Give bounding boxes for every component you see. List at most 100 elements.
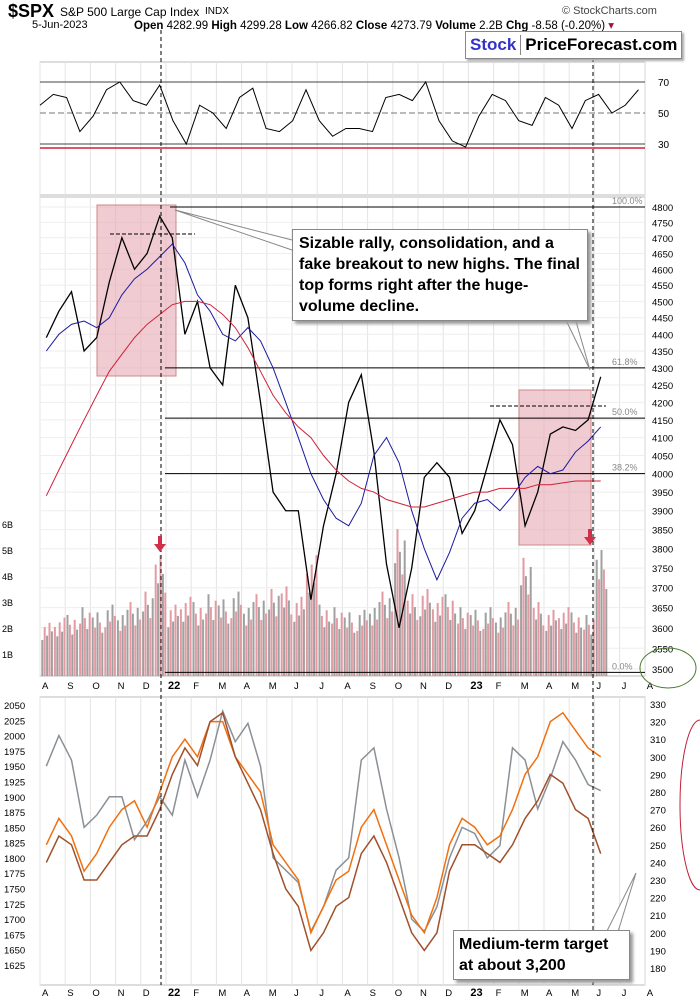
volume-bar [287, 600, 290, 676]
volume-bar [121, 615, 124, 676]
left-tick-label: 1700 [4, 915, 25, 926]
volume-bar [58, 622, 61, 676]
volume-bar [63, 617, 66, 676]
volume-bar [572, 622, 575, 676]
x-tick-label: J [622, 681, 627, 692]
x-tick-label: M [521, 681, 529, 692]
volume-bar [222, 599, 225, 676]
volume-tick-label: 1B [2, 650, 13, 660]
volume-bar [283, 607, 286, 676]
down-arrow-icon [584, 537, 596, 545]
fibonacci-label: 0.0% [612, 661, 633, 671]
volume-bar [205, 613, 208, 676]
symbol: $SPX [8, 1, 55, 21]
price-tick-label: 3750 [652, 564, 673, 575]
volume-bar [520, 585, 523, 676]
x-tick-label: F [496, 681, 502, 692]
volume-bar [161, 573, 164, 676]
volume-bar [310, 564, 313, 676]
price-line [45, 214, 602, 628]
callout-pointer [604, 872, 637, 936]
down-triangle-icon: ▾ [608, 20, 615, 32]
volume-bar [459, 607, 462, 676]
x-tick-label-bottom: N [420, 988, 427, 999]
volume-bar [487, 623, 490, 676]
left-tick-label: 1975 [4, 747, 25, 758]
chg-label: Chg [505, 20, 529, 32]
volume-bar [179, 609, 182, 676]
volume-bar [507, 602, 510, 676]
price-tick-label: 4350 [652, 347, 673, 358]
volume-bar [227, 623, 230, 676]
volume-bar [580, 627, 583, 676]
volume-bar [509, 613, 512, 676]
down-arrow-icon [154, 544, 166, 552]
volume-bar [325, 610, 328, 676]
volume-bar [557, 618, 560, 676]
right-tick-label: 190 [650, 946, 666, 957]
volume-bar [212, 619, 215, 676]
volume-bar [199, 607, 202, 676]
volume-bar [66, 615, 69, 676]
fibonacci-label: 38.2% [612, 463, 638, 473]
volume-bar [331, 623, 334, 676]
volume-bar [376, 619, 379, 676]
x-tick-label: N [118, 681, 125, 692]
red-ellipse [679, 719, 700, 891]
volume-bar [469, 615, 472, 676]
volume-bar [363, 609, 366, 676]
credit: © StockCharts.com [562, 5, 657, 17]
volume-bar [88, 612, 91, 676]
volume-bar [428, 602, 431, 676]
volume-bar [255, 594, 258, 676]
volume-bar [346, 627, 349, 676]
fibonacci-label: 50.0% [612, 407, 638, 417]
x-tick-label: M [571, 681, 579, 692]
x-tick-label-bottom: F [193, 988, 199, 999]
green-ellipse [639, 647, 697, 689]
volume-bar [98, 622, 101, 676]
volume-bar [41, 639, 44, 676]
highlight-box-2021-top [96, 204, 177, 377]
volume-bar [338, 629, 341, 676]
volume-bar [482, 629, 485, 676]
price-tick-label: 4700 [652, 234, 673, 245]
volume-bar [174, 604, 177, 676]
volume-bar [489, 607, 492, 676]
volume-bar [600, 550, 603, 676]
price-tick-label: 3900 [652, 507, 673, 518]
callout-pointer [174, 209, 293, 251]
right-tick-label: 230 [650, 876, 666, 887]
x-tick-label-bottom: O [395, 988, 402, 999]
volume-bar [502, 627, 505, 676]
x-tick-label-bottom: M [269, 988, 277, 999]
volume-bar [83, 618, 86, 676]
volume-bar [43, 627, 46, 676]
volume-bar [598, 579, 601, 676]
volume-bar [383, 604, 386, 676]
right-tick-label: 280 [650, 788, 666, 799]
x-tick-label: A [42, 681, 49, 692]
volume-bar [461, 618, 464, 676]
volume-bar [595, 559, 598, 676]
left-tick-label: 1875 [4, 808, 25, 819]
volume-bar [499, 617, 502, 676]
volume-bar [567, 607, 570, 676]
right-tick-label: 300 [650, 753, 666, 764]
x-tick-label: A [344, 681, 351, 692]
volume-bar [373, 607, 376, 676]
right-tick-label: 290 [650, 770, 666, 781]
left-tick-label: 2000 [4, 732, 25, 743]
left-tick-label: 2050 [4, 701, 25, 712]
volume-bar [81, 607, 84, 676]
volume-bar [154, 564, 157, 676]
right-tick-label: 220 [650, 894, 666, 905]
volume-bar [164, 592, 167, 676]
volume-bar [293, 621, 296, 676]
right-tick-label: 310 [650, 735, 666, 746]
volume-bar [209, 607, 212, 676]
index-name: S&P 500 Large Cap Index [60, 5, 200, 19]
price-tick-label: 3500 [652, 665, 673, 676]
volume-bar [416, 619, 419, 676]
volume-bar [378, 602, 381, 676]
